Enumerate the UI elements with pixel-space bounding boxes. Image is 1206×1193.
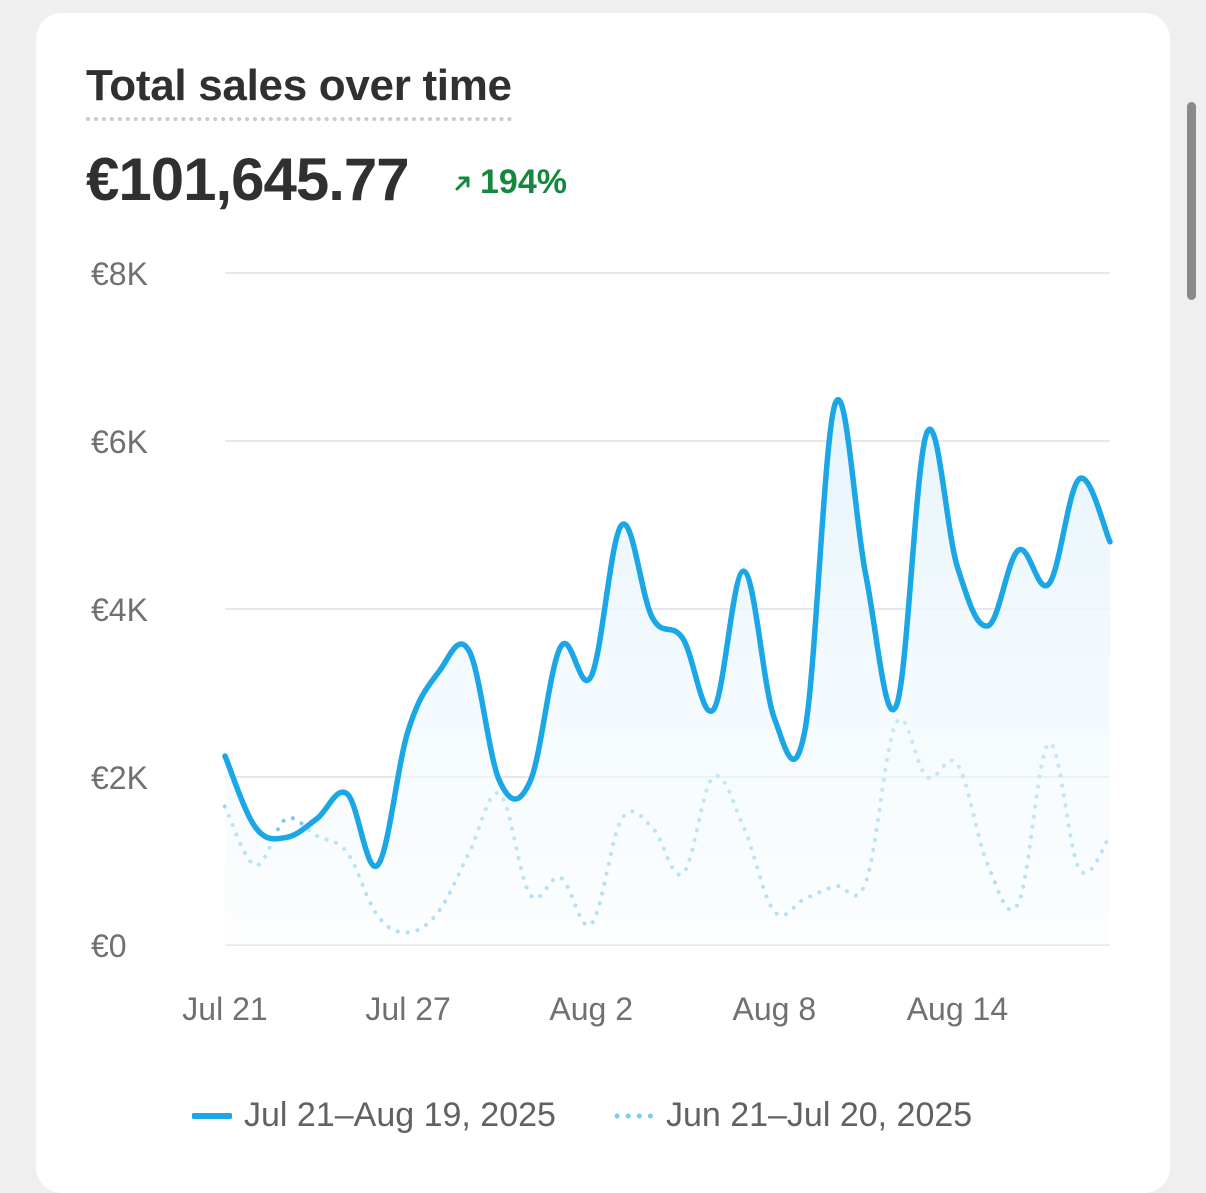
- legend-label-current: Jul 21–Aug 19, 2025: [244, 1096, 556, 1134]
- data-point-current[interactable]: [465, 647, 473, 655]
- series-line-current[interactable]: [222, 397, 1113, 870]
- data-point-current[interactable]: [953, 563, 961, 571]
- y-tick-label: €6K: [91, 424, 148, 460]
- x-tick-label: Aug 2: [549, 991, 633, 1027]
- data-point-current[interactable]: [587, 672, 595, 680]
- y-tick-label: €8K: [91, 256, 148, 292]
- sales-card: Total sales over time €101,645.77 194% €…: [36, 13, 1170, 1193]
- data-point-current[interactable]: [343, 790, 351, 798]
- change-badge: 194%: [452, 163, 567, 202]
- legend-item-current[interactable]: Jul 21–Aug 19, 2025: [192, 1096, 556, 1135]
- data-point-current[interactable]: [282, 833, 290, 841]
- legend-dotted-line-icon: [614, 1113, 654, 1118]
- total-sales-value: €101,645.77: [86, 146, 410, 213]
- data-point-current[interactable]: [1106, 538, 1114, 546]
- data-point-current[interactable]: [923, 429, 931, 437]
- data-point-previous[interactable]: [282, 815, 290, 823]
- legend-item-previous[interactable]: Jun 21–Jul 20, 2025: [614, 1096, 972, 1135]
- x-tick-label: Jul 21: [182, 991, 267, 1027]
- data-point-current[interactable]: [496, 777, 504, 785]
- data-point-current[interactable]: [618, 521, 626, 529]
- chart-legend: Jul 21–Aug 19, 2025 Jun 21–Jul 20, 2025: [192, 1096, 1030, 1135]
- arrow-up-right-icon: [452, 172, 474, 194]
- data-point-current[interactable]: [740, 567, 748, 575]
- x-tick-label: Jul 27: [365, 991, 450, 1027]
- y-tick-label: €0: [91, 928, 127, 964]
- data-point-current[interactable]: [648, 613, 656, 621]
- data-point-current[interactable]: [557, 643, 565, 651]
- series-area-current: [225, 399, 1110, 946]
- data-point-current[interactable]: [831, 399, 839, 407]
- data-point-current[interactable]: [892, 702, 900, 710]
- data-point-current[interactable]: [435, 668, 443, 676]
- data-point-current[interactable]: [221, 752, 229, 760]
- sales-line-chart[interactable]: €8K €6K €4K €2K €0 Jul 21 Jul 27 Aug 2 Aug 8 Aug …: [36, 13, 1170, 1193]
- data-point-current[interactable]: [374, 861, 382, 869]
- data-point-current[interactable]: [404, 727, 412, 735]
- data-point-current[interactable]: [770, 714, 778, 722]
- y-tick-label: €2K: [91, 760, 148, 796]
- data-point-current[interactable]: [313, 815, 321, 823]
- data-point-current[interactable]: [984, 622, 992, 630]
- legend-label-previous: Jun 21–Jul 20, 2025: [665, 1096, 973, 1134]
- data-point-current[interactable]: [801, 727, 809, 735]
- change-percent: 194%: [480, 163, 567, 201]
- card-title[interactable]: Total sales over time: [86, 61, 512, 121]
- x-tick-label: Aug 14: [907, 991, 1008, 1027]
- data-point-current[interactable]: [526, 777, 534, 785]
- scrollbar[interactable]: [1187, 102, 1196, 300]
- data-point-current[interactable]: [1075, 475, 1083, 483]
- data-point-current[interactable]: [679, 634, 687, 642]
- y-tick-label: €4K: [91, 592, 148, 628]
- data-point-current[interactable]: [862, 571, 870, 579]
- data-point-current[interactable]: [252, 823, 260, 831]
- x-tick-label: Aug 8: [732, 991, 816, 1027]
- legend-solid-line-icon: [192, 1112, 232, 1119]
- data-point-current[interactable]: [1014, 546, 1022, 554]
- data-point-current[interactable]: [709, 706, 717, 714]
- data-point-current[interactable]: [1045, 580, 1053, 588]
